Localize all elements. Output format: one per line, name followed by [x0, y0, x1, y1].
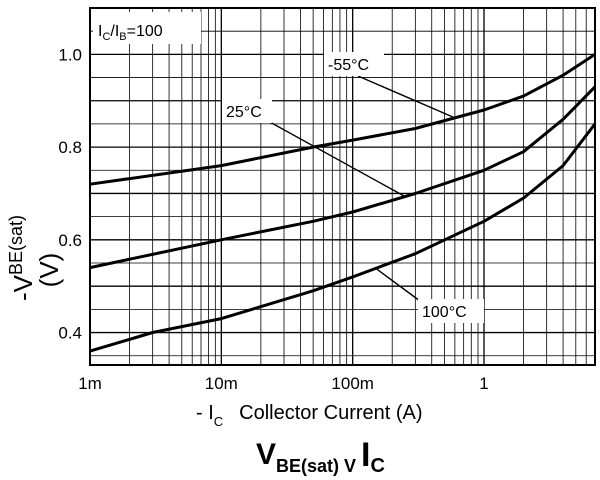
y-tick-label: 0.6: [58, 231, 82, 250]
plot-frame: [89, 7, 596, 366]
annotation-leaders: [267, 75, 456, 302]
leader-line-m55: [357, 75, 456, 119]
condition-label: IC/IB=100: [98, 23, 163, 43]
label-bg-m55: [324, 52, 384, 76]
x-tick-label: 100m: [331, 374, 374, 393]
x-tick-labels: 1m 10m 100m 1: [78, 374, 489, 393]
x-tick-label: 10m: [205, 374, 238, 393]
y-tick-label: 0.4: [58, 324, 82, 343]
y-tick-label: 1.0: [58, 45, 82, 64]
x-axis-label: - IC Collector Current (A): [196, 402, 423, 429]
condition-box: [93, 12, 201, 44]
label-bg-100: [418, 299, 484, 323]
series-line-100: [89, 122, 597, 353]
leader-line-100: [375, 267, 421, 302]
series-lines: [89, 53, 597, 353]
y-axis-label: -VBE(sat): [6, 215, 38, 301]
chart-title: VBE(sat) V IC: [256, 436, 385, 477]
y-tick-label: 0.8: [58, 138, 82, 157]
annotation-100: 100°C: [422, 304, 467, 321]
series-line-m55: [89, 53, 596, 186]
annotation-25: 25°C: [226, 104, 262, 121]
series-line-25: [89, 85, 597, 270]
x-tick-label: 1m: [78, 374, 102, 393]
annotation-m55: -55°C: [328, 57, 369, 74]
x-tick-label: 1: [479, 374, 488, 393]
leader-line-25: [267, 120, 406, 198]
y-tick-labels: 0.4 0.6 0.8 1.0: [58, 45, 82, 342]
y-axis-unit: (V): [34, 253, 64, 288]
label-bg-25: [222, 99, 272, 123]
